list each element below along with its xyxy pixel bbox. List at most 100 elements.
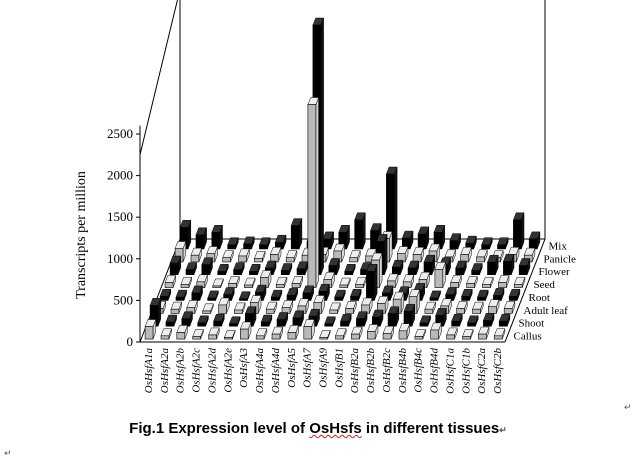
bar-shoot-OsHsfC2b — [498, 313, 511, 327]
y-axis-title: Transcripts per million — [74, 171, 89, 299]
bar-flower-OsHsfB2c — [407, 260, 420, 276]
bar-callus-OsHsfC2a — [478, 326, 490, 340]
gene-label: OsHsfA4d — [270, 348, 282, 394]
y-tick-label: 0 — [127, 334, 134, 349]
tissue-label: Callus — [514, 331, 542, 343]
bar-adult-leaf-OsHsfC1a — [456, 301, 468, 314]
bar-flower-OsHsfC1b — [487, 254, 499, 276]
bar-root-OsHsfA2b — [191, 285, 203, 301]
bar-flower-OsHsfA4a — [280, 263, 293, 276]
bar-callus-OsHsfA7 — [303, 319, 315, 340]
bar-seed-OsHsfB1 — [355, 276, 367, 288]
bar-root-OsHsfA4a — [270, 289, 283, 301]
y-tick-label: 1000 — [107, 251, 133, 266]
bar-flower-OsHsfC1a — [471, 263, 483, 276]
gene-label: OsHsfB2a — [349, 348, 361, 394]
bar-root-OsHsfA2c — [207, 290, 219, 301]
bar-root-OsHsfA2a — [175, 289, 187, 301]
bar-adult-leaf-OsHsfA2e — [234, 302, 246, 314]
bar-callus-OsHsfA2d — [208, 327, 220, 340]
gene-label: OsHsfA2a — [159, 348, 171, 394]
bar-adult-leaf-OsHsfA2b — [186, 300, 198, 314]
bar-mix-OsHsfC2a — [513, 212, 525, 250]
bar-seed-OsHsfC1a — [466, 276, 478, 288]
bar-mix-OsHsfC1b — [497, 237, 509, 250]
caption-lead: Fig.1 Expression level of — [129, 420, 310, 437]
bar-flower-OsHsfA2a — [185, 262, 197, 276]
bar-root-OsHsfC1b — [477, 289, 489, 301]
bar-shoot-OsHsfA2a — [165, 314, 177, 327]
bar-flower-OsHsfB4d — [455, 260, 467, 276]
bar-flower-OsHsfA4d — [296, 261, 309, 276]
bar-callus-OsHsfA9 — [319, 330, 331, 340]
bar-shoot-OsHsfB2b — [371, 309, 384, 327]
bar-flower-OsHsfA2d — [233, 262, 245, 276]
bar-root-OsHsfB1 — [350, 288, 362, 301]
gene-label: OsHsfA2c — [191, 348, 203, 393]
bar-seed-OsHsfC2a — [498, 275, 510, 288]
tissue-label: Adult leaf — [524, 305, 569, 317]
bar-mix-OsHsfA2a — [195, 227, 207, 250]
bar-flower-OsHsfA1a — [169, 255, 182, 276]
bar-seed-OsHsfA2d — [228, 276, 240, 288]
gene-label: OsHsfB4c — [413, 348, 425, 393]
bar-seed-OsHsfA2a — [180, 276, 192, 288]
tissue-label: Mix — [549, 240, 568, 252]
paragraph-mark-left: ↵ — [4, 448, 12, 458]
bar-mix-OsHsfB4c — [449, 233, 461, 250]
bar-shoot-OsHsfB4b — [403, 303, 416, 327]
caption-tail: in different tissues — [361, 420, 500, 437]
figure-caption: Fig.1 Expression level of OsHsfs in diff… — [0, 420, 636, 437]
y-tick-label: 500 — [114, 292, 134, 307]
bar-mix-OsHsfA4a — [290, 218, 303, 250]
bar-adult-leaf-OsHsfC1b — [472, 301, 484, 314]
bar-shoot-OsHsfA5 — [292, 310, 304, 327]
bar-seed-OsHsfC1b — [482, 276, 494, 288]
bar-callus-OsHsfB4d — [430, 322, 442, 340]
bar-shoot-OsHsfB4c — [419, 315, 431, 327]
bar-seed-OsHsfB4d — [450, 275, 462, 288]
gene-labels: OsHsfA1a OsHsfA2a OsHsfA2b OsHsfA2c OsHsfA2d… — [143, 348, 504, 394]
bar-panicle-OsHsfA2e — [254, 251, 266, 263]
bar-callus-OsHsfC1b — [462, 329, 474, 340]
gene-label: OsHsfA7 — [302, 348, 314, 388]
gene-label: OsHsfC1a — [445, 348, 457, 394]
bar-panicle-OsHsfA2d — [238, 248, 250, 263]
bar-mix-OsHsfA3 — [274, 234, 287, 250]
bar-mix-OsHsfA2e — [259, 237, 271, 250]
bar-seed-OsHsfA9 — [339, 277, 351, 288]
bar-seed-OsHsfA4a — [275, 276, 288, 288]
bar-panicle-OsHsfB2b — [396, 246, 409, 263]
caption-highlight: OsHsfs — [309, 420, 362, 437]
tissue-label: Panicle — [544, 253, 576, 265]
paragraph-mark-caption: ↵ — [499, 425, 507, 435]
bar-mix-OsHsfC2b — [528, 231, 541, 250]
bar-callus-OsHsfB2b — [366, 324, 379, 340]
bar-root-OsHsfB2b — [381, 285, 394, 301]
bar-flower-OsHsfA2b — [201, 257, 213, 276]
bar-shoot-OsHsfB2a — [356, 311, 368, 327]
gene-label: OsHsfB1 — [333, 348, 345, 388]
bar-adult-leaf-OsHsfC2b — [503, 301, 516, 314]
bar-root-OsHsfC1a — [461, 288, 473, 301]
bar-adult-leaf-OsHsfA4d — [281, 300, 294, 314]
bar-flower-OsHsfC2a — [503, 254, 515, 276]
gene-label: OsHsfA5 — [286, 348, 298, 388]
bar-panicle-OsHsfA2a — [190, 247, 202, 263]
bar-flower-OsHsfA9 — [344, 264, 356, 276]
bar-seed-OsHsfA5 — [307, 97, 319, 288]
bar-mix-OsHsfB2a — [386, 166, 398, 250]
bar-flower-OsHsfA2e — [249, 264, 261, 276]
bar-seed-OsHsfA2e — [244, 277, 256, 288]
bar-seed-OsHsfA2c — [212, 278, 224, 288]
bar-shoot-OsHsfA2b — [181, 311, 193, 327]
bar-shoot-OsHsfA2c — [197, 315, 209, 327]
bar-seed-OsHsfC2b — [513, 276, 526, 288]
bar-panicle-OsHsfA2c — [222, 250, 234, 263]
bar-panicle-OsHsfA9 — [349, 250, 361, 263]
gene-label: OsHsfB2c — [381, 348, 393, 393]
bar-mix-OsHsfC1a — [481, 237, 493, 250]
tissue-label: Flower — [539, 266, 571, 278]
bar-root-OsHsfB4c — [429, 290, 441, 301]
